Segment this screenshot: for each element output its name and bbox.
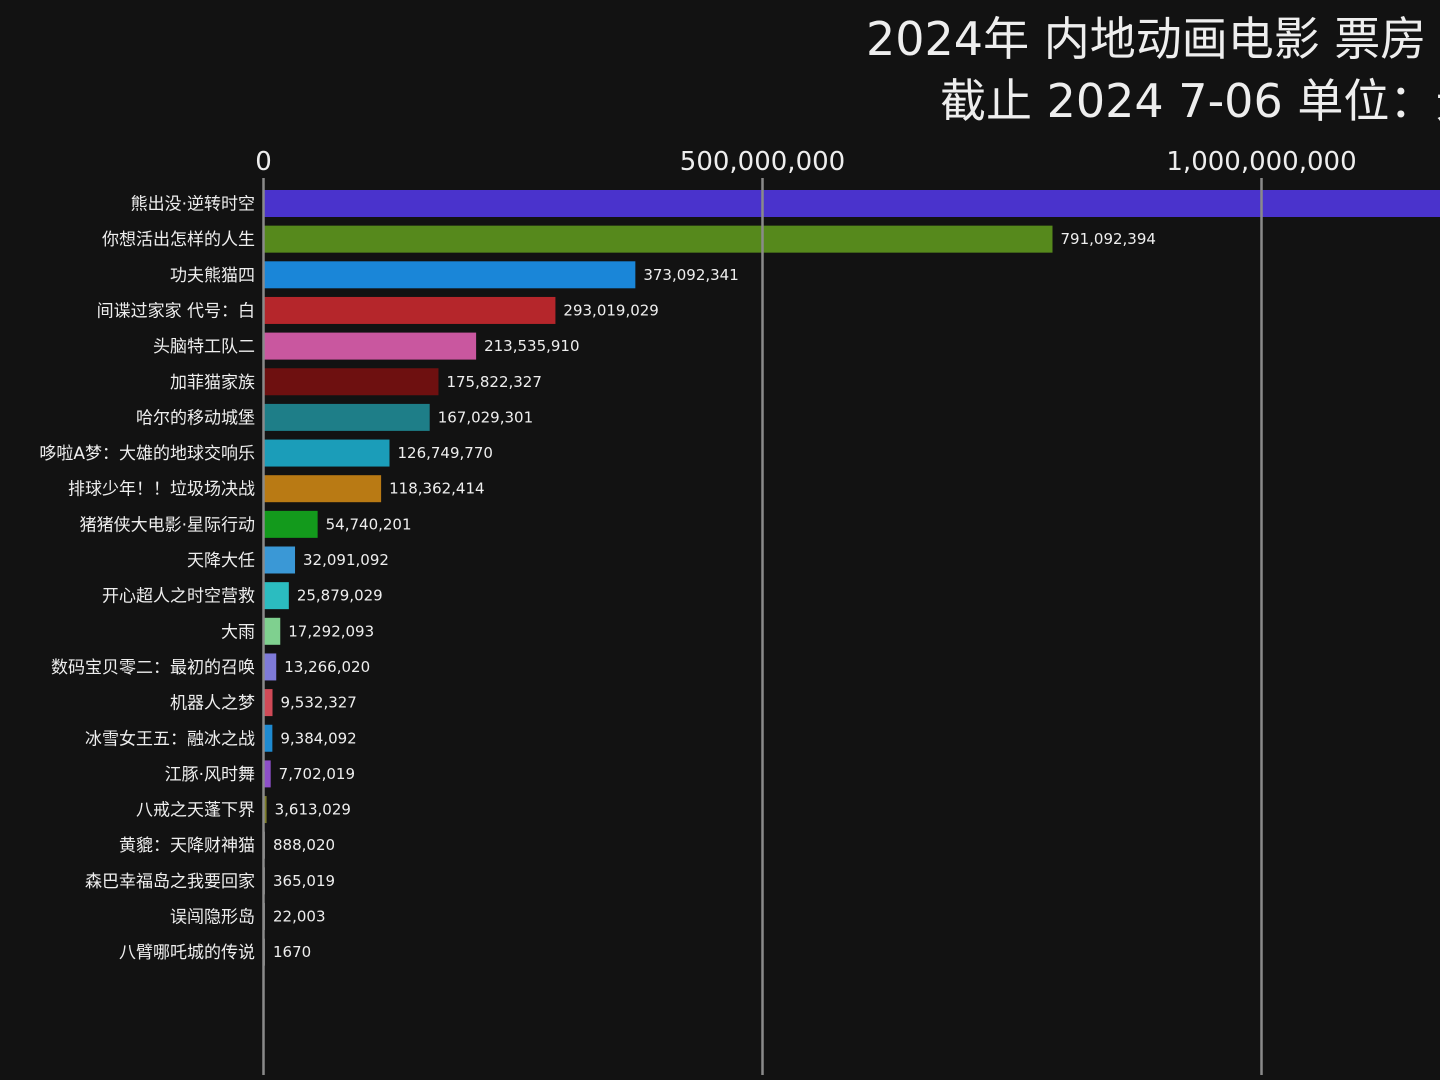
bar bbox=[263, 368, 439, 396]
value-label: 7,702,019 bbox=[279, 765, 355, 783]
category-label: 熊出没·逆转时空 bbox=[131, 195, 255, 215]
value-label: 373,092,341 bbox=[643, 266, 738, 284]
chart-subtitle: 截止 2024 7-06 单位：元 bbox=[940, 74, 1440, 128]
bar bbox=[263, 332, 477, 360]
category-label: 你想活出怎样的人生 bbox=[102, 230, 255, 250]
category-label: 八戒之天蓬下界 bbox=[136, 801, 255, 821]
bar bbox=[263, 724, 273, 752]
bar bbox=[263, 296, 556, 324]
bar bbox=[263, 796, 267, 824]
value-label: 9,532,327 bbox=[281, 694, 357, 712]
value-label: 791,092,394 bbox=[1061, 230, 1156, 248]
bar bbox=[263, 546, 296, 574]
value-label: 25,879,029 bbox=[297, 587, 383, 605]
value-label: 118,362,414 bbox=[389, 480, 484, 498]
value-label: 17,292,093 bbox=[288, 622, 374, 640]
value-label: 3,613,029 bbox=[275, 801, 351, 819]
x-tick-label: 0 bbox=[255, 147, 272, 177]
value-label: 32,091,092 bbox=[303, 551, 389, 569]
bar bbox=[263, 403, 430, 431]
category-label: 森巴幸福岛之我要回家 bbox=[85, 872, 255, 892]
category-label: 大雨 bbox=[221, 622, 255, 642]
value-label: 54,740,201 bbox=[326, 515, 412, 533]
value-label: 9,384,092 bbox=[280, 729, 356, 747]
bar bbox=[263, 225, 1053, 253]
value-label: 175,822,327 bbox=[446, 373, 541, 391]
category-label: 加菲猫家族 bbox=[170, 373, 255, 393]
category-label: 误闯隐形岛 bbox=[170, 908, 255, 928]
value-label: 293,019,029 bbox=[563, 301, 658, 319]
category-label: 头脑特工队二 bbox=[153, 337, 255, 357]
category-label: 江豚·风时舞 bbox=[165, 765, 255, 785]
category-label: 猪猪侠大电影·星际行动 bbox=[80, 515, 255, 535]
value-label: 22,003 bbox=[273, 908, 326, 926]
category-label: 排球少年！！垃圾场决战 bbox=[68, 480, 255, 500]
bar bbox=[263, 510, 318, 538]
value-label: 167,029,301 bbox=[438, 408, 533, 426]
bar bbox=[263, 760, 271, 788]
x-tick-label: 500,000,000 bbox=[680, 147, 845, 177]
category-label: 哆啦A梦：大雄的地球交响乐 bbox=[39, 444, 255, 464]
value-label: 1670 bbox=[273, 943, 311, 961]
value-label: 888,020 bbox=[273, 836, 335, 854]
chart-title: 2024年 内地动画电影 票房 bbox=[866, 12, 1427, 66]
value-label: 365,019 bbox=[273, 872, 335, 890]
category-label: 机器人之梦 bbox=[170, 694, 255, 714]
bar bbox=[263, 689, 273, 717]
category-label: 功夫熊猫四 bbox=[170, 266, 255, 286]
category-label: 间谍过家家 代号：白 bbox=[97, 301, 255, 321]
category-label: 冰雪女王五：融冰之战 bbox=[85, 729, 255, 749]
value-label: 13,266,020 bbox=[284, 658, 370, 676]
bar bbox=[263, 582, 289, 610]
x-tick-label: 1,000,000,000 bbox=[1166, 147, 1356, 177]
bar bbox=[263, 439, 390, 467]
bar bbox=[263, 653, 277, 681]
category-label: 数码宝贝零二：最初的召唤 bbox=[51, 658, 255, 678]
bar bbox=[263, 475, 382, 503]
bar bbox=[263, 261, 636, 289]
category-label: 八臂哪吒城的传说 bbox=[119, 943, 255, 963]
category-label: 开心超人之时空营救 bbox=[102, 587, 255, 607]
value-label: 126,749,770 bbox=[397, 444, 492, 462]
bar bbox=[263, 617, 281, 645]
value-label: 213,535,910 bbox=[484, 337, 579, 355]
category-label: 天降大任 bbox=[187, 551, 255, 571]
bar bbox=[263, 190, 1440, 217]
category-label: 黄貔：天降财神猫 bbox=[119, 836, 255, 856]
category-label: 哈尔的移动城堡 bbox=[136, 408, 255, 428]
